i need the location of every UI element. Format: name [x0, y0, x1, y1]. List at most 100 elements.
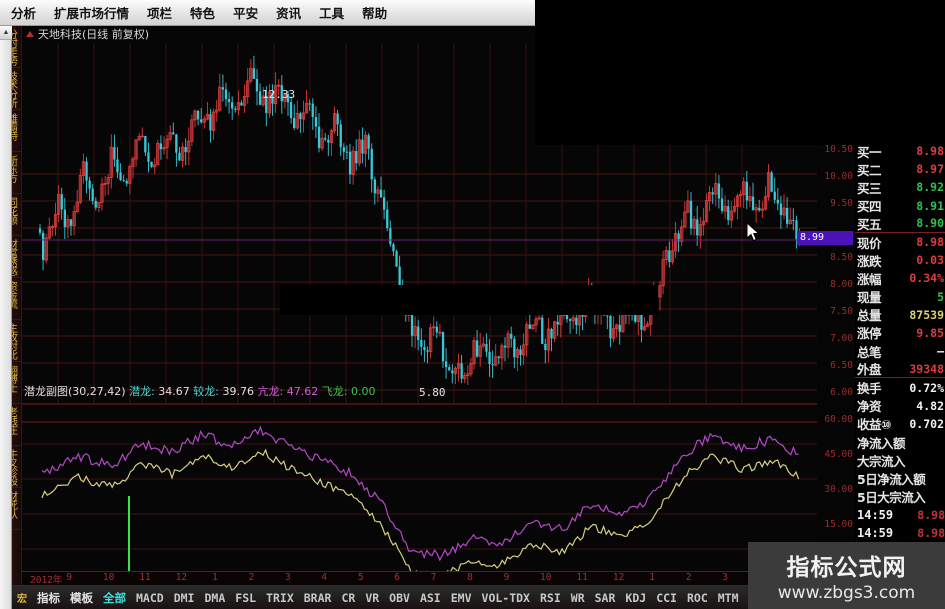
quote-stat-row[interactable]: 外盘 39348 [855, 360, 945, 379]
indicator-button-kdj[interactable]: KDJ [625, 590, 647, 605]
menu-item-pingan[interactable]: 平安 [233, 7, 259, 21]
time-tick-18: 2 [685, 572, 692, 583]
flow-label-0: 净流入额 [857, 435, 906, 451]
menu-item-column[interactable]: 项栏 [147, 7, 173, 21]
tick-row[interactable]: 14:59 8.98 [855, 524, 945, 542]
bid-value-0: 8.98 [916, 144, 944, 159]
quote-stat-row[interactable]: 现价 8.98 [855, 233, 945, 251]
time-tick-2: 10 [102, 572, 115, 583]
stat-label-6: 总笔 [857, 344, 882, 360]
time-tick-16: 12 [612, 572, 625, 583]
stat-value-6: — [937, 344, 944, 359]
toolbar-button-all[interactable]: 全部 [103, 590, 126, 605]
quote-stat-row[interactable]: 涨停 9.85 [855, 324, 945, 342]
quote-bid-row[interactable]: 买二 8.97 [855, 160, 945, 178]
tick-row[interactable]: 14:59 8.98 [855, 506, 945, 524]
indicator-button-rsi[interactable]: RSI [539, 590, 561, 605]
quote-bid-row[interactable]: 买四 8.91 [855, 197, 945, 215]
bid-label-4: 买五 [857, 216, 882, 232]
toolbar-mini-button[interactable]: 宏 [17, 594, 27, 605]
indicator-button-dmi[interactable]: DMI [173, 590, 195, 605]
menu-item-news[interactable]: 资讯 [276, 7, 302, 21]
quote-stat-row[interactable]: 换手 0.72% [855, 378, 945, 397]
left-scroll-spine[interactable]: ▲ [0, 26, 12, 609]
indicator-v1: 34.67 [158, 385, 190, 398]
stat-value-9: 4.82 [916, 398, 944, 413]
watermark-line-1: 指标公式网 [786, 555, 907, 581]
stat-label-0: 现价 [857, 235, 882, 251]
time-tick-15: 11 [576, 572, 588, 583]
quote-stat-row[interactable]: 涨跌 0.03 [855, 251, 945, 269]
quote-stat-row[interactable]: 总笔 — [855, 342, 945, 360]
indicator-button-emv[interactable]: EMV [450, 590, 472, 605]
time-tick-7: 3 [285, 572, 291, 583]
stat-value-0: 8.98 [916, 235, 944, 250]
bid-value-2: 8.92 [916, 180, 944, 195]
flow-label-3: 5日大宗流入 [857, 490, 926, 506]
time-tick-10: 6 [394, 572, 401, 583]
quote-stat-row[interactable]: 净资 4.82 [855, 397, 945, 415]
indicator-button-brar[interactable]: BRAR [303, 590, 332, 605]
quote-flow-row[interactable]: 5日净流入额 [855, 469, 945, 487]
time-tick-5: 1 [212, 572, 218, 583]
indicator-button-obv[interactable]: OBV [389, 590, 410, 605]
menu-item-extended-market[interactable]: 扩展市场行情 [54, 7, 130, 21]
quote-flow-row[interactable]: 大宗流入 [855, 451, 945, 469]
quote-stat-row[interactable]: 收益⑩ 0.702 [855, 415, 945, 433]
indicator-button-sar[interactable]: SAR [594, 590, 616, 605]
indicator-button-wr[interactable]: WR [570, 590, 585, 605]
candlestick-series [38, 55, 802, 385]
price-tick-4: 8.00 [830, 279, 853, 290]
menu-item-help[interactable]: 帮助 [362, 7, 388, 21]
indicator-v4-label: 飞龙: [321, 385, 348, 398]
indicator-button-fsl[interactable]: FSL [235, 590, 257, 605]
menu-item-features[interactable]: 特色 [190, 7, 216, 21]
quote-stat-row[interactable]: 总量 87539 [855, 306, 945, 324]
bid-value-3: 8.91 [916, 198, 944, 213]
quote-bid-row[interactable]: 买五 8.90 [855, 215, 945, 233]
indicator-button-asi[interactable]: ASI [419, 590, 441, 605]
menu-item-analysis[interactable]: 分析 [11, 7, 37, 21]
quote-flow-row[interactable]: 5日大宗流入 [855, 488, 945, 506]
spine-collapse-icon[interactable]: ▲ [0, 26, 12, 40]
quote-bid-row[interactable]: 买三 8.92 [855, 178, 945, 196]
quote-bid-row[interactable]: 买一 8.98 [855, 142, 945, 160]
redaction-overlay-top [535, 0, 945, 145]
quote-stat-row[interactable]: 涨幅 0.34% [855, 269, 945, 287]
indicator-tick-3: 15.00 [824, 519, 853, 530]
stat-value-5: 9.85 [916, 325, 944, 340]
indicator-button-cr[interactable]: CR [341, 590, 356, 605]
indicator-button-dma[interactable]: DMA [204, 590, 226, 605]
indicator-button-mtm[interactable]: MTM [717, 590, 739, 605]
stat-value-3: 5 [937, 289, 944, 304]
time-tick-14: 10 [540, 572, 552, 583]
bid-value-4: 8.90 [916, 216, 944, 231]
tick-time-0: 14:59 [857, 507, 894, 522]
bid-label-0: 买一 [857, 144, 882, 160]
indicator-button-vr[interactable]: VR [365, 590, 380, 605]
time-axis: 2012年91011121234567891011121234 [22, 571, 817, 586]
stat-value-8: 0.72% [909, 380, 944, 395]
indicator-tick-2: 30.00 [824, 484, 853, 495]
time-tick-12: 8 [467, 572, 473, 583]
quote-flow-row[interactable]: 净流入额 [855, 433, 945, 451]
menu-item-tools[interactable]: 工具 [319, 7, 345, 21]
indicator-tick-0: 60.00 [824, 414, 853, 425]
indicator-v3: 47.62 [286, 385, 319, 398]
toolbar-button-template[interactable]: 模板 [70, 590, 93, 605]
time-tick-11: 7 [430, 572, 437, 583]
indicator-gridlines [22, 443, 817, 550]
indicator-button-cci[interactable]: CCI [656, 590, 677, 605]
time-tick-3: 11 [139, 572, 151, 583]
indicator-v2-label: 较龙: [193, 385, 220, 398]
indicator-button-macd[interactable]: MACD [136, 590, 164, 605]
indicator-button-trix[interactable]: TRIX [266, 590, 294, 605]
quote-stat-row[interactable]: 现量 5 [855, 288, 945, 306]
bid-label-1: 买二 [857, 162, 882, 178]
indicator-button-roc[interactable]: ROC [686, 590, 708, 605]
mouse-cursor-icon [746, 222, 760, 242]
indicator-button-vol-tdx[interactable]: VOL-TDX [481, 590, 530, 605]
flow-label-1: 大宗流入 [857, 453, 906, 469]
toolbar-button-indicator[interactable]: 指标 [37, 590, 60, 605]
time-tick-9: 5 [357, 572, 364, 583]
